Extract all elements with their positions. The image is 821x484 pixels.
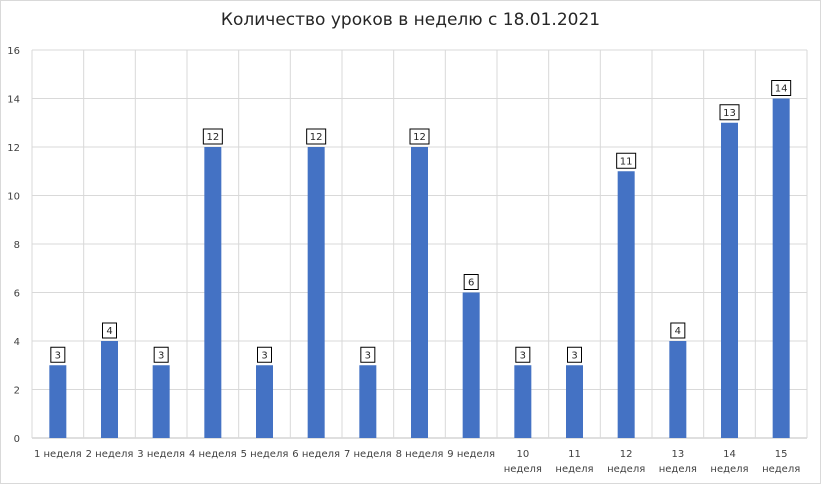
bar xyxy=(101,341,118,438)
data-label-box xyxy=(360,346,376,363)
data-label: 3 xyxy=(158,350,164,361)
data-label: 3 xyxy=(520,350,526,361)
data-label: 13 xyxy=(723,108,736,119)
y-tick-label: 4 xyxy=(14,337,20,348)
bar xyxy=(256,365,273,438)
data-label-box xyxy=(719,104,740,121)
data-label: 3 xyxy=(571,350,577,361)
data-label-box xyxy=(153,346,169,363)
y-tick-label: 12 xyxy=(7,143,20,154)
x-tick-label: 10 xyxy=(516,449,529,460)
y-tick-label: 16 xyxy=(7,46,20,57)
data-label: 4 xyxy=(106,326,112,337)
x-tick-label: неделя xyxy=(762,464,800,475)
data-label: 4 xyxy=(675,326,681,337)
data-label-box xyxy=(463,274,479,290)
x-tick-label: 15 xyxy=(775,449,788,460)
bar xyxy=(514,365,532,438)
y-tick-label: 2 xyxy=(14,386,20,397)
data-label-box xyxy=(409,128,430,145)
data-label: 3 xyxy=(261,350,267,361)
x-tick-label: 8 неделя xyxy=(396,449,444,460)
x-tick-label: 7 неделя xyxy=(344,449,392,460)
data-label-box xyxy=(670,322,686,339)
x-tick-label: 5 неделя xyxy=(241,449,289,460)
data-label: 6 xyxy=(468,278,474,289)
x-tick-label: 12 xyxy=(620,449,633,460)
data-label-box xyxy=(567,346,582,363)
x-tick-label: неделя xyxy=(710,464,748,475)
data-label-box xyxy=(515,346,531,363)
bar xyxy=(204,147,222,438)
bar xyxy=(411,147,428,438)
data-label: 3 xyxy=(55,350,61,361)
x-tick-label: 14 xyxy=(723,449,736,460)
x-tick-label: неделя xyxy=(659,464,697,475)
data-label-box xyxy=(257,346,272,363)
bar xyxy=(669,341,687,438)
y-tick-label: 0 xyxy=(14,434,20,445)
x-tick-label: неделя xyxy=(607,464,645,475)
bar xyxy=(721,122,738,438)
data-label-box xyxy=(50,346,66,363)
bar xyxy=(152,365,170,438)
data-label-box xyxy=(616,152,637,169)
x-tick-label: 11 xyxy=(568,449,581,460)
bar xyxy=(462,292,480,438)
bar xyxy=(566,365,583,438)
x-tick-label: 2 неделя xyxy=(86,449,134,460)
x-tick-label: 6 неделя xyxy=(292,449,340,460)
chart-title: Количество уроков в неделю с 18.01.2021 xyxy=(220,10,601,30)
data-label: 14 xyxy=(775,84,788,95)
x-tick-label: 9 неделя xyxy=(447,449,495,460)
data-label-box xyxy=(771,80,792,96)
x-tick-label: 13 xyxy=(671,449,684,460)
data-label-box xyxy=(202,128,223,145)
data-label: 12 xyxy=(310,132,323,143)
x-tick-label: 3 неделя xyxy=(137,449,185,460)
y-tick-label: 8 xyxy=(14,240,20,251)
data-label-box xyxy=(102,322,117,339)
data-label: 12 xyxy=(206,132,219,143)
data-label: 3 xyxy=(365,350,371,361)
bar xyxy=(772,98,790,438)
data-label-box xyxy=(306,128,327,145)
y-tick-label: 6 xyxy=(14,289,20,300)
x-tick-label: 4 неделя xyxy=(189,449,237,460)
y-tick-label: 10 xyxy=(7,192,20,203)
data-label: 11 xyxy=(620,156,633,167)
y-tick-label: 14 xyxy=(7,95,20,106)
x-tick-label: неделя xyxy=(504,464,542,475)
x-tick-label: неделя xyxy=(555,464,593,475)
bar xyxy=(617,171,635,438)
data-label: 12 xyxy=(413,132,426,143)
bar xyxy=(49,365,67,438)
x-tick-label: 1 неделя xyxy=(34,449,82,460)
bar xyxy=(307,147,325,438)
bar xyxy=(359,365,377,438)
